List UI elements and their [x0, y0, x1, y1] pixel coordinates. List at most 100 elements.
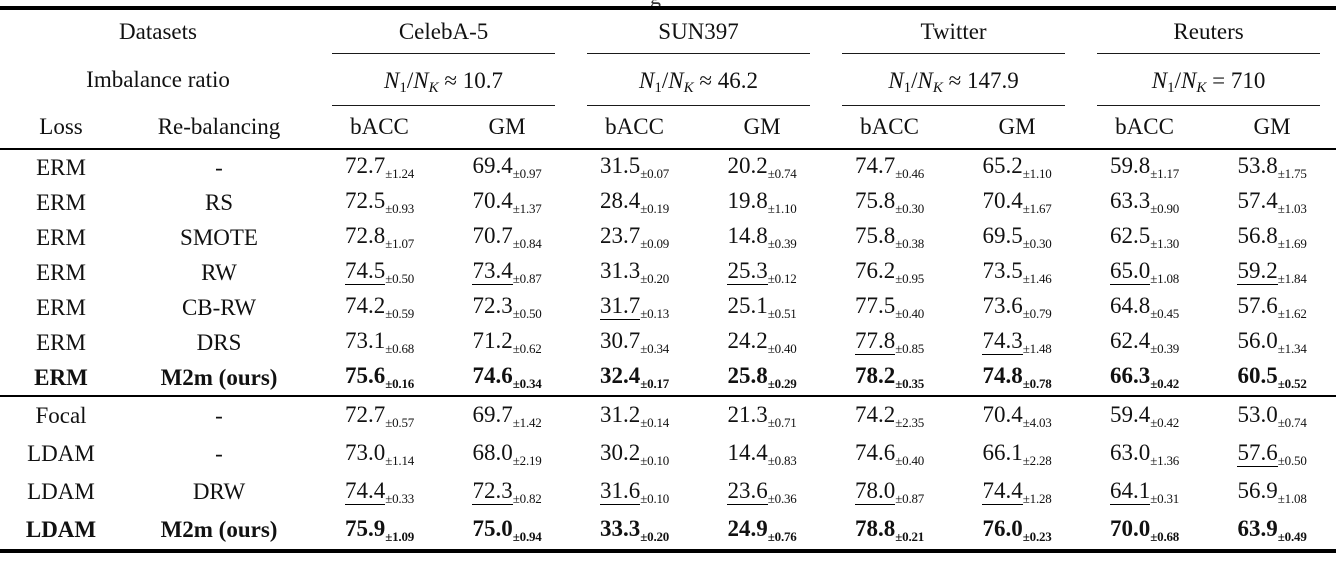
- metric-value: 74.4: [344, 478, 386, 505]
- metric-stddev: ±0.39: [767, 236, 797, 251]
- metric-value: 65.2: [982, 153, 1023, 178]
- metric-stddev: ±0.59: [385, 306, 415, 321]
- value-cell: 25.8±0.29: [698, 360, 826, 396]
- metric-stddev: ±1.75: [1277, 166, 1307, 181]
- metric-value: 76.0: [982, 515, 1023, 541]
- table-row: LDAM DRW 74.4±0.33 72.3±0.82 31.6±0.10 23.6±0…: [0, 473, 1336, 511]
- value-cell: 73.1±0.68: [316, 325, 443, 360]
- value-cell: 14.4±0.83: [698, 435, 826, 473]
- value-cell: 75.8±0.30: [826, 185, 953, 220]
- value-cell: 72.3±0.50: [443, 290, 571, 325]
- metric-stddev: ±1.30: [1150, 236, 1180, 251]
- value-cell: 21.3±0.71: [698, 396, 826, 435]
- metric-value: 74.2: [854, 401, 896, 427]
- metric-value: 74.6: [854, 439, 896, 465]
- imbalance-group-header: N1/NK = 710: [1081, 54, 1336, 106]
- value-cell: 28.4±0.19: [571, 185, 698, 220]
- metric-stddev: ±1.48: [1022, 341, 1052, 356]
- value-cell: 71.2±0.62: [443, 325, 571, 360]
- value-cell: 72.5±0.93: [316, 185, 443, 220]
- metric-value: 74.4: [982, 478, 1023, 505]
- metric-stddev: ±0.50: [1277, 452, 1307, 468]
- value-cell: 57.4±1.03: [1208, 185, 1336, 220]
- value-cell: 24.2±0.40: [698, 325, 826, 360]
- metric-column-header: bACC: [605, 114, 664, 139]
- imbalance-label: Imbalance ratio: [86, 67, 230, 92]
- value-cell: 59.4±0.42: [1081, 396, 1208, 435]
- ratio-slash: /: [661, 68, 669, 93]
- dataset-name: Twitter: [920, 19, 987, 44]
- value-cell: 75.6±0.16: [316, 360, 443, 396]
- metric-stddev: ±1.69: [1277, 236, 1307, 251]
- value-cell: 74.5±0.50: [316, 255, 443, 290]
- value-cell: 25.1±0.51: [698, 290, 826, 325]
- value-cell: 69.4±0.97: [443, 149, 571, 185]
- metric-stddev: ±0.07: [640, 166, 670, 181]
- loss-column-header: Loss: [39, 114, 83, 139]
- value-cell: 23.6±0.36: [698, 473, 826, 511]
- metric-stddev: ±0.62: [512, 341, 542, 356]
- loss-cell: Focal: [35, 403, 87, 428]
- metric-stddev: ±1.09: [385, 528, 415, 544]
- ratio-sub-k: K: [683, 80, 694, 96]
- value-cell: 31.7±0.13: [571, 290, 698, 325]
- ratio-var-n: N: [639, 68, 655, 93]
- metric-stddev: ±0.39: [1150, 341, 1180, 356]
- value-cell: 73.0±1.14: [316, 435, 443, 473]
- loss-cell: ERM: [34, 364, 88, 390]
- metric-value: 62.4: [1109, 328, 1151, 353]
- metric-stddev: ±1.07: [385, 236, 415, 251]
- metric-stddev: ±1.28: [1022, 490, 1052, 506]
- rebalancing-column-header: Re-balancing: [157, 114, 281, 139]
- metric-value: 66.3: [1109, 363, 1151, 388]
- metric-stddev: ±1.62: [1277, 306, 1307, 321]
- dataset-group-header: SUN397: [571, 8, 826, 54]
- metric-value: 25.8: [727, 363, 768, 388]
- metric-value: 57.6: [1237, 440, 1278, 467]
- metric-value: 69.5: [982, 223, 1023, 248]
- imbalance-group-header: N1/NK ≈ 147.9: [826, 54, 1081, 106]
- imbalance-rule: N1/NK = 710: [1097, 68, 1321, 106]
- metric-stddev: ±1.67: [1022, 201, 1052, 216]
- dataset-group-header: Reuters: [1081, 8, 1336, 54]
- metric-stddev: ±0.29: [767, 376, 797, 391]
- metric-stddev: ±1.17: [1150, 166, 1180, 181]
- value-cell: 25.3±0.12: [698, 255, 826, 290]
- value-cell: 65.0±1.08: [1081, 255, 1208, 290]
- metric-value: 53.8: [1237, 153, 1278, 178]
- metric-stddev: ±0.57: [385, 414, 415, 430]
- metric-value: 24.9: [727, 515, 768, 541]
- metric-value: 74.8: [982, 363, 1023, 388]
- metric-stddev: ±1.34: [1277, 341, 1307, 356]
- metric-value: 73.1: [344, 328, 386, 353]
- loss-cell: ERM: [36, 259, 86, 285]
- metric-column-header: GM: [743, 114, 781, 139]
- metric-stddev: ±1.36: [1150, 452, 1180, 468]
- value-cell: 74.6±0.34: [443, 360, 571, 396]
- ratio-var-n: N: [1151, 68, 1168, 93]
- value-cell: 63.9±0.49: [1208, 511, 1336, 551]
- ratio-value: = 710: [1206, 68, 1266, 93]
- metric-stddev: ±1.10: [1022, 166, 1052, 181]
- metric-value: 25.3: [727, 258, 768, 286]
- metric-value: 72.5: [344, 188, 386, 213]
- metric-value: 56.9: [1237, 477, 1278, 503]
- value-cell: 57.6±0.50: [1208, 435, 1336, 473]
- metric-value: 69.4: [472, 153, 513, 178]
- metric-value: 73.4: [472, 258, 513, 286]
- metric-value: 62.5: [1109, 223, 1151, 248]
- table-row: ERM M2m (ours) 75.6±0.16 74.6±0.34 32.4±0.17…: [0, 360, 1336, 396]
- ratio-var-n: N: [917, 68, 933, 93]
- value-cell: 62.5±1.30: [1081, 220, 1208, 255]
- metric-column-header: GM: [1253, 114, 1291, 139]
- value-cell: 73.5±1.46: [953, 255, 1081, 290]
- loss-cell: ERM: [36, 189, 86, 215]
- loss-cell: ERM: [36, 294, 86, 320]
- metric-stddev: ±0.84: [512, 236, 542, 251]
- metric-value: 70.7: [472, 223, 513, 248]
- metric-column-header: GM: [488, 114, 526, 139]
- metric-value: 73.5: [982, 258, 1023, 283]
- metric-value: 72.7: [344, 153, 386, 178]
- value-cell: 76.2±0.95: [826, 255, 953, 290]
- imbalance-rule: N1/NK ≈ 46.2: [587, 68, 811, 106]
